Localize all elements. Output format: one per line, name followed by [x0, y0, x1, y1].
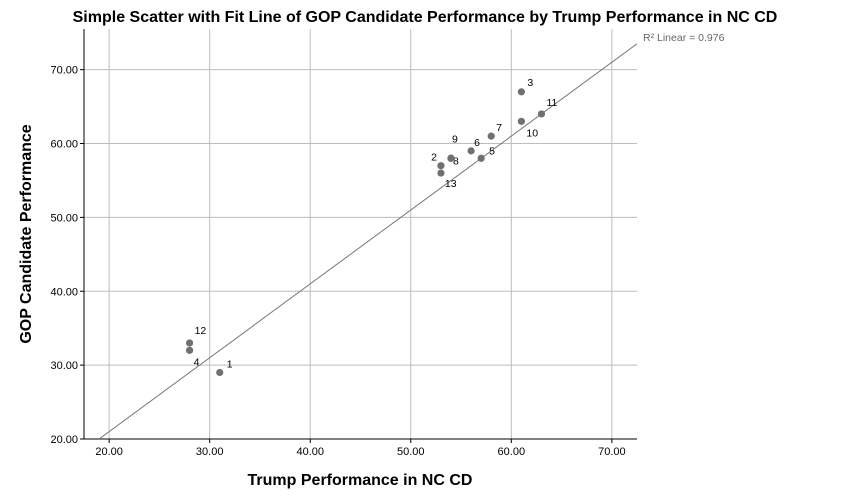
y-tick-label: 30.00	[50, 360, 78, 372]
x-axis-title: Trump Performance in NC CD	[248, 472, 473, 489]
data-point	[437, 162, 445, 170]
data-point	[467, 147, 475, 155]
point-label: 10	[526, 127, 538, 139]
point-label: 9	[452, 133, 458, 145]
point-label: 5	[489, 145, 495, 157]
r2-label: R² Linear = 0.976	[643, 32, 725, 44]
data-point	[185, 346, 194, 354]
point-label: 7	[496, 122, 502, 134]
plot-frame	[84, 29, 637, 439]
data-point	[447, 154, 455, 162]
data-point	[477, 154, 485, 162]
fit-line-group	[98, 43, 638, 440]
x-tick-label: 20.00	[95, 446, 123, 458]
data-point	[517, 88, 525, 96]
x-tick-label: 40.00	[296, 446, 324, 458]
tick-labels: 20.00 30.00 40.00 50.00 60.00 70.00 20.00 30.00…	[50, 65, 625, 458]
point-label: 2	[431, 152, 437, 164]
x-tick-label: 50.00	[397, 446, 425, 458]
chart-title: Simple Scatter with Fit Line of GOP Cand…	[73, 9, 778, 26]
point-label: 13	[445, 178, 457, 190]
point-label: 12	[195, 325, 207, 337]
x-tick-label: 70.00	[598, 446, 626, 458]
data-point	[487, 132, 495, 140]
point-label: 3	[527, 77, 533, 89]
fit-line	[98, 43, 638, 440]
y-tick-label: 50.00	[50, 212, 78, 224]
point-label: 4	[194, 356, 200, 368]
data-point	[537, 110, 546, 118]
y-tick-label: 70.00	[50, 65, 78, 77]
y-axis-title: GOP Candidate Performance	[18, 124, 35, 343]
point-label: 6	[474, 137, 480, 149]
data-point	[437, 169, 445, 177]
point-label: 11	[546, 97, 557, 109]
y-tick-label: 20.00	[50, 434, 78, 446]
x-tick-label: 60.00	[498, 446, 526, 458]
x-tick-label: 30.00	[196, 446, 224, 458]
data-point	[517, 117, 525, 125]
y-tick-label: 40.00	[50, 286, 78, 298]
point-label: 8	[453, 155, 459, 167]
data-point	[216, 368, 224, 377]
y-tick-label: 60.00	[50, 139, 78, 151]
grid-lines	[84, 29, 637, 440]
data-point	[185, 339, 194, 347]
point-label: 1	[227, 359, 233, 371]
